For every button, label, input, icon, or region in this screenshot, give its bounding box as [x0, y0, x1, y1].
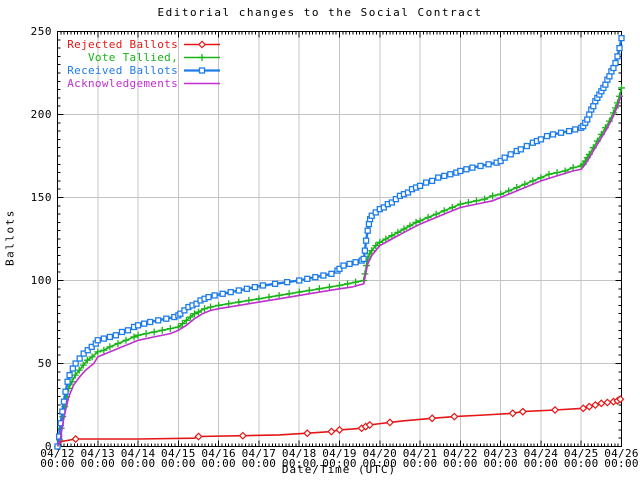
- x-axis-title: Date/Time (UTC): [281, 463, 397, 476]
- y-tick-label: 250: [30, 24, 52, 38]
- x-tick-label: 04/17 00:00: [241, 447, 277, 470]
- x-tick-label: 04/21 00:00: [402, 447, 438, 470]
- series-markers-2: [54, 34, 625, 450]
- chart-title: Editorial changes to the Social Contract: [157, 6, 483, 19]
- x-tick-label: 04/25 00:00: [563, 447, 599, 470]
- series-line-3: [56, 94, 623, 447]
- x-tick-label: 04/23 00:00: [483, 447, 518, 470]
- y-tick-label: 100: [30, 273, 52, 287]
- y-tick-label: 200: [30, 107, 52, 121]
- x-tick-label: 04/19 00:00: [322, 447, 357, 470]
- x-tick-label: 04/15 00:00: [161, 447, 196, 470]
- x-tick-label: 04/24 00:00: [523, 447, 559, 470]
- legend-sample-square-icon: [183, 64, 221, 77]
- y-axis-title: Ballots: [3, 209, 17, 266]
- legend-label-acknowledgements: Acknowledgements: [67, 77, 178, 90]
- x-tick-label: 04/26 00:00: [604, 447, 639, 470]
- legend-label-rejected-ballots: Rejected Ballots: [67, 38, 178, 51]
- y-tick-label: 0: [44, 439, 52, 453]
- x-tick-label: 04/16 00:00: [201, 447, 236, 470]
- x-tick-label: 04/22 00:00: [443, 447, 478, 470]
- x-tick-label: 04/13 00:00: [80, 447, 116, 470]
- y-tick-label: 50: [37, 356, 52, 370]
- legend-label-vote-tallied: Vote Tallied,: [88, 51, 178, 64]
- x-tick-label: 04/20 00:00: [362, 447, 398, 470]
- legend-sample-diamond-icon: [183, 38, 221, 51]
- y-tick-label: 150: [30, 190, 52, 204]
- legend-sample-line-icon: [183, 77, 221, 90]
- x-tick-label: 04/18 00:00: [281, 447, 317, 470]
- legend-sample-plus-icon: [183, 51, 221, 64]
- series-markers-0: [71, 395, 625, 444]
- x-tick-label: 04/12 00:00: [40, 447, 75, 470]
- x-tick-label: 04/14 00:00: [120, 447, 156, 470]
- legend-label-received-ballots: Received Ballots: [67, 64, 178, 77]
